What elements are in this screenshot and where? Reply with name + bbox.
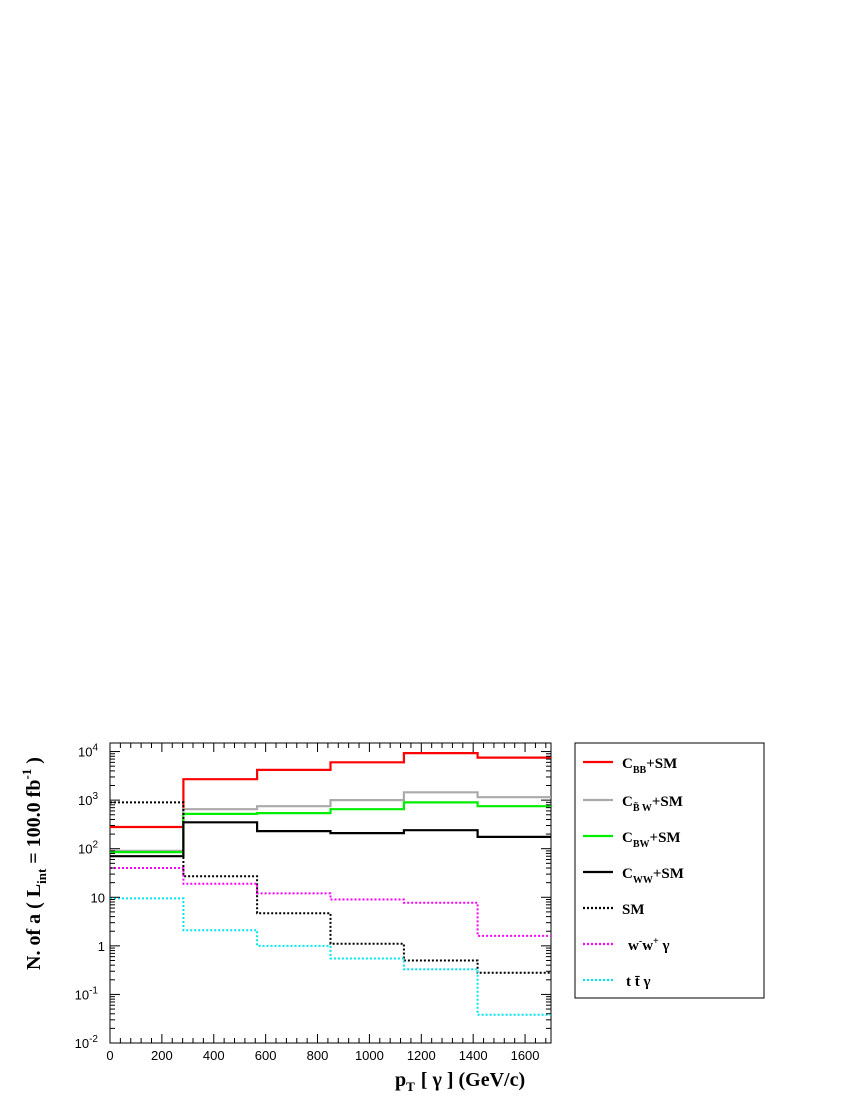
x-tick-labels: 0 200 400 600 800 1000 1200 1400 1600 [106, 1048, 539, 1063]
legend-label-3: CWW+SM [622, 866, 684, 886]
legend-label-4: SM [622, 902, 645, 918]
series-layer [110, 752, 551, 1016]
x-tick-label: 200 [151, 1048, 173, 1063]
y-tick-label: 10-1 [75, 985, 99, 1002]
legend-label-2: CBW+SM [622, 830, 681, 850]
series-line-3 [110, 821, 551, 858]
y-axis-title-post: ) [23, 757, 45, 769]
legend: CBB+SM CB̃ W+SM CBW+SM CWW+SM SM w-w+ γ t t̄ γ [574, 742, 765, 999]
x-axis-title-rest: [ γ ] (GeV/c) [421, 1069, 525, 1091]
x-tick-label: 600 [255, 1048, 277, 1063]
y-tick-label: 102 [78, 840, 98, 857]
legend-label-0: CBB+SM [622, 756, 677, 776]
axes-layer [109, 743, 551, 1044]
series-line-1 [110, 791, 551, 852]
x-tick-label: 1000 [355, 1048, 384, 1063]
y-axis-title-mid: = 100.0 fb [23, 780, 45, 869]
y-axis-title-sub: int [34, 868, 49, 884]
x-axis-title-p: p [395, 1069, 406, 1091]
series-line-6 [110, 897, 551, 1016]
x-axis-title-sub: T [406, 1079, 415, 1094]
y-axis-title: N. of a ( Lint = 100.0 fb-1 ) [19, 757, 49, 970]
series-line-0 [110, 752, 551, 829]
x-tick-label: 1600 [511, 1048, 540, 1063]
series-line-5 [110, 867, 551, 937]
x-tick-label: 1400 [459, 1048, 488, 1063]
y-tick-labels: 10-2 10-1 1 10 102 103 104 [75, 743, 105, 1051]
plot-frame [109, 742, 552, 1044]
y-tick-label: 104 [78, 743, 98, 760]
y-axis-title-sup: -1 [19, 769, 34, 780]
x-tick-label: 0 [106, 1048, 113, 1063]
y-tick-label: 1 [98, 939, 105, 954]
x-tick-label: 1200 [407, 1048, 436, 1063]
plot-area-border [109, 742, 552, 1044]
legend-label-5: w-w+ γ [628, 936, 670, 954]
x-axis-title: pT [ γ ] (GeV/c) [395, 1069, 525, 1094]
y-axis-title-pre: N. of a ( L [23, 884, 45, 970]
y-tick-label: 10-2 [75, 1034, 99, 1051]
series-line-2 [110, 801, 551, 854]
y-tick-label: 10 [91, 890, 105, 905]
legend-label-6: t t̄ γ [626, 974, 651, 990]
legend-label-1: CB̃ W+SM [622, 794, 683, 814]
x-tick-label: 800 [307, 1048, 329, 1063]
x-tick-label: 400 [203, 1048, 225, 1063]
y-tick-label: 103 [78, 791, 98, 808]
legend-box [574, 742, 765, 999]
